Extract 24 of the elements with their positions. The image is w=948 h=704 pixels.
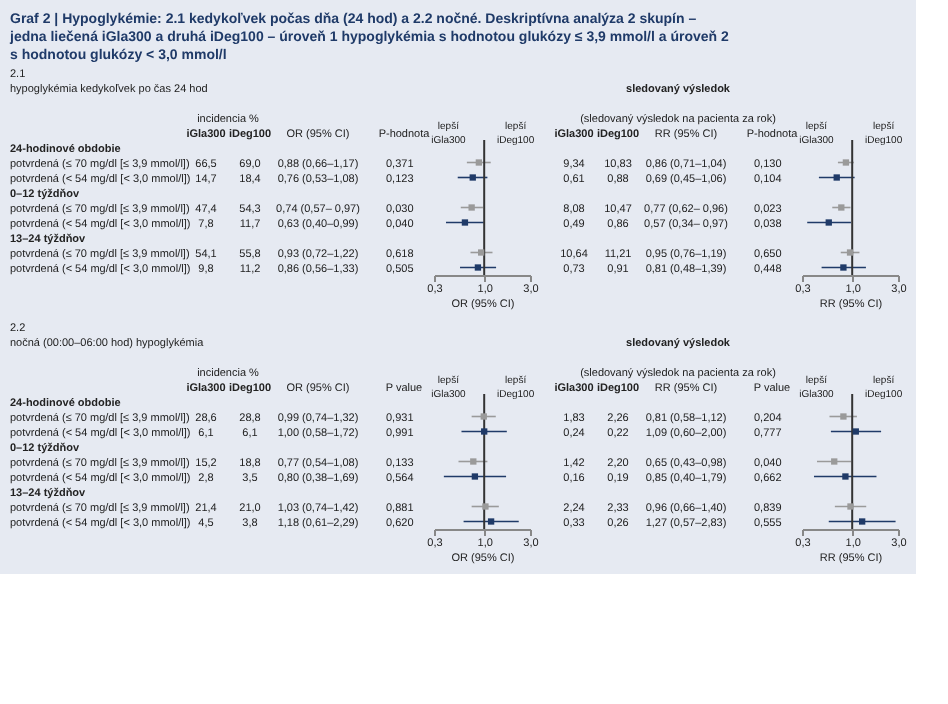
point — [859, 518, 866, 525]
point — [478, 249, 485, 256]
point — [833, 174, 840, 181]
point — [831, 458, 838, 465]
point — [474, 264, 482, 271]
point — [468, 204, 475, 211]
point — [846, 249, 854, 256]
point — [469, 174, 476, 181]
point — [825, 219, 832, 226]
point — [838, 204, 845, 211]
point — [481, 428, 488, 435]
point — [470, 458, 477, 465]
point — [480, 413, 487, 420]
point — [471, 473, 479, 480]
point — [475, 159, 483, 166]
point — [847, 503, 854, 510]
point — [461, 219, 469, 226]
point — [852, 428, 859, 435]
point — [840, 413, 847, 420]
point — [487, 518, 495, 525]
point — [842, 473, 849, 480]
point — [482, 503, 489, 510]
point — [840, 264, 847, 271]
point — [842, 159, 850, 166]
